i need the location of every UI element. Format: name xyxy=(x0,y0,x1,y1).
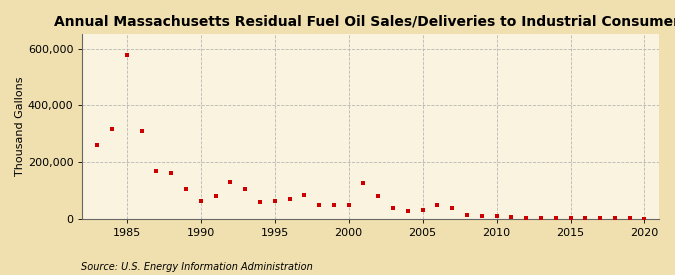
Point xyxy=(92,142,103,147)
Point xyxy=(595,216,605,220)
Y-axis label: Thousand Gallons: Thousand Gallons xyxy=(15,77,25,176)
Point xyxy=(136,129,147,133)
Point xyxy=(373,194,383,199)
Point xyxy=(639,216,650,221)
Point xyxy=(269,198,280,203)
Point xyxy=(550,216,561,220)
Point xyxy=(240,187,250,191)
Point xyxy=(344,203,354,208)
Point xyxy=(254,200,265,204)
Point xyxy=(535,215,546,220)
Point xyxy=(195,199,206,204)
Point xyxy=(417,208,428,212)
Point xyxy=(151,169,162,174)
Point xyxy=(299,192,310,197)
Point xyxy=(402,209,413,213)
Point xyxy=(210,194,221,199)
Point xyxy=(491,213,502,218)
Point xyxy=(122,53,132,57)
Point xyxy=(387,205,398,210)
Point xyxy=(358,181,369,186)
Point xyxy=(181,187,192,191)
Point xyxy=(314,203,325,207)
Point xyxy=(225,180,236,184)
Point xyxy=(447,206,458,210)
Point xyxy=(477,214,487,218)
Text: Source: U.S. Energy Information Administration: Source: U.S. Energy Information Administ… xyxy=(81,262,313,272)
Point xyxy=(432,203,443,208)
Point xyxy=(506,214,517,219)
Point xyxy=(521,215,532,220)
Point xyxy=(624,216,635,221)
Point xyxy=(565,216,576,220)
Point xyxy=(462,213,472,217)
Point xyxy=(166,171,177,175)
Point xyxy=(284,196,295,201)
Point xyxy=(580,216,591,220)
Point xyxy=(107,127,117,132)
Title: Annual Massachusetts Residual Fuel Oil Sales/Deliveries to Industrial Consumers: Annual Massachusetts Residual Fuel Oil S… xyxy=(54,15,675,29)
Point xyxy=(610,216,620,220)
Point xyxy=(329,203,340,208)
